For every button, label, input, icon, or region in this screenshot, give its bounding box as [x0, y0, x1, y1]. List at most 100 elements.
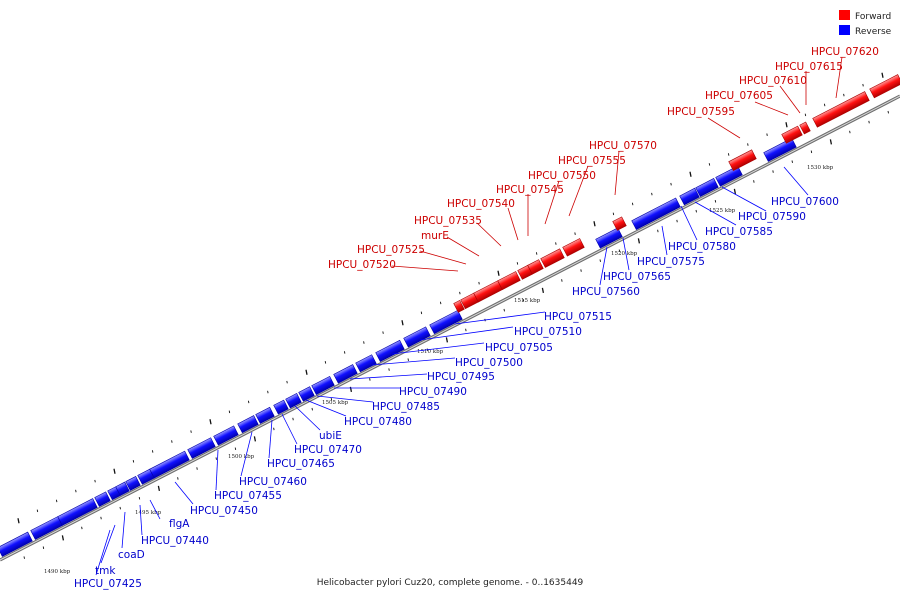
- reverse-gene[interactable]: [311, 375, 335, 395]
- scale-dash: [177, 477, 179, 480]
- scale-dash: [555, 242, 557, 245]
- gene-label[interactable]: HPCU_07620: [811, 46, 879, 58]
- gene-label[interactable]: HPCU_07545: [496, 184, 564, 196]
- gene-label[interactable]: HPCU_07605: [705, 90, 773, 102]
- legend-forward-label: Forward: [855, 12, 891, 22]
- gene-label[interactable]: HPCU_07585: [705, 226, 773, 238]
- reverse-gene[interactable]: [595, 227, 623, 249]
- gene-label[interactable]: ubiE: [319, 430, 342, 442]
- gene-label[interactable]: tmk: [95, 565, 116, 577]
- gene-label[interactable]: flgA: [169, 518, 190, 530]
- gene-label[interactable]: murE: [421, 230, 449, 242]
- reverse-gene[interactable]: [255, 406, 275, 424]
- scale-dash: [651, 192, 653, 196]
- gene-label[interactable]: coaD: [118, 549, 145, 561]
- forward-gene[interactable]: [612, 216, 627, 231]
- gene-label[interactable]: HPCU_07485: [372, 401, 440, 413]
- reverse-gene[interactable]: [695, 178, 719, 197]
- forward-gene[interactable]: [540, 248, 565, 268]
- gene-label[interactable]: HPCU_07610: [739, 75, 807, 87]
- gene-label[interactable]: HPCU_07600: [771, 196, 839, 208]
- reverse-gene[interactable]: [763, 137, 797, 162]
- gene-label[interactable]: HPCU_07470: [294, 444, 362, 456]
- forward-gene[interactable]: [562, 238, 585, 257]
- gene-label[interactable]: HPCU_07595: [667, 106, 735, 118]
- gene-label[interactable]: HPCU_07520: [328, 259, 396, 271]
- reverse-gene[interactable]: [298, 386, 315, 402]
- scale-dash: [785, 122, 788, 128]
- reverse-gene[interactable]: [273, 399, 289, 415]
- gene-label[interactable]: HPCU_07465: [267, 458, 335, 470]
- scale-dash: [459, 291, 461, 295]
- reverse-gene[interactable]: [375, 339, 405, 362]
- scale-dash: [561, 279, 563, 282]
- forward-gene[interactable]: [527, 259, 544, 275]
- scale-dash: [324, 361, 327, 364]
- scale-dash: [670, 182, 672, 186]
- reverse-gene[interactable]: [213, 425, 239, 446]
- gene-label[interactable]: HPCU_07490: [399, 386, 467, 398]
- gene-label[interactable]: HPCU_07540: [447, 198, 515, 210]
- gene-label[interactable]: HPCU_07505: [485, 342, 553, 354]
- scale-dash: [209, 419, 212, 425]
- gene-label[interactable]: HPCU_07450: [190, 505, 258, 517]
- gene-label[interactable]: HPCU_07500: [455, 357, 523, 369]
- gene-label[interactable]: HPCU_07440: [141, 535, 209, 547]
- scale-dash: [637, 238, 641, 244]
- gene-label[interactable]: HPCU_07575: [637, 256, 705, 268]
- gene-label[interactable]: HPCU_07510: [514, 326, 582, 338]
- gene-label[interactable]: HPCU_07560: [572, 286, 640, 298]
- forward-gene[interactable]: [728, 149, 757, 171]
- gene-label[interactable]: HPCU_07570: [589, 140, 657, 152]
- gene-label[interactable]: HPCU_07495: [427, 371, 495, 383]
- reverse-gene[interactable]: [715, 165, 743, 187]
- forward-gene[interactable]: [781, 125, 803, 144]
- forward-gene[interactable]: [473, 280, 503, 303]
- forward-gene[interactable]: [453, 299, 465, 313]
- reverse-gene[interactable]: [237, 415, 259, 434]
- scale-dash: [733, 188, 737, 195]
- forward-gene[interactable]: [812, 91, 870, 128]
- reverse-gene[interactable]: [429, 309, 463, 335]
- scale-dash: [580, 269, 582, 272]
- reverse-gene[interactable]: [333, 364, 358, 384]
- gene-label[interactable]: HPCU_07555: [558, 155, 626, 167]
- scale-dash: [631, 202, 634, 206]
- gene-label[interactable]: HPCU_07535: [414, 215, 482, 227]
- reverse-gene[interactable]: [0, 531, 33, 557]
- reverse-gene[interactable]: [187, 437, 216, 459]
- gene-label[interactable]: HPCU_07580: [668, 241, 736, 253]
- gene-label[interactable]: HPCU_07455: [214, 490, 282, 502]
- reverse-gene[interactable]: [285, 393, 302, 409]
- scale-dash: [772, 170, 774, 173]
- scale-dash: [747, 143, 749, 146]
- scale-dash: [311, 407, 313, 411]
- gene-label[interactable]: HPCU_07615: [775, 61, 843, 73]
- gene-label[interactable]: HPCU_07590: [738, 211, 806, 223]
- gene-label[interactable]: HPCU_07480: [344, 416, 412, 428]
- reverse-gene[interactable]: [631, 197, 681, 230]
- legend-forward-swatch: [839, 10, 850, 20]
- forward-gene[interactable]: [497, 271, 521, 291]
- reverse-gene[interactable]: [57, 498, 98, 526]
- scale-label: 1510 kbp: [417, 349, 444, 355]
- gene-label[interactable]: HPCU_07525: [357, 244, 425, 256]
- reverse-gene[interactable]: [679, 187, 700, 206]
- scale-label: 1505 kbp: [322, 400, 349, 406]
- forward-gene[interactable]: [869, 74, 900, 99]
- gene-label[interactable]: HPCU_07565: [603, 271, 671, 283]
- reverse-gene[interactable]: [94, 491, 111, 507]
- reverse-gene[interactable]: [125, 476, 141, 491]
- reverse-gene[interactable]: [149, 450, 190, 479]
- gene-label[interactable]: HPCU_07460: [239, 476, 307, 488]
- scale-dash: [766, 133, 768, 136]
- reverse-gene[interactable]: [403, 326, 431, 348]
- forward-gene[interactable]: [799, 121, 811, 135]
- gene-label[interactable]: HPCU_07550: [528, 170, 596, 182]
- reverse-gene[interactable]: [115, 481, 130, 497]
- scale-dash: [887, 110, 889, 114]
- scale-dash: [708, 163, 711, 166]
- gene-label[interactable]: HPCU_07515: [544, 311, 612, 323]
- reverse-gene[interactable]: [355, 354, 377, 373]
- gene-label[interactable]: HPCU_07425: [74, 578, 142, 590]
